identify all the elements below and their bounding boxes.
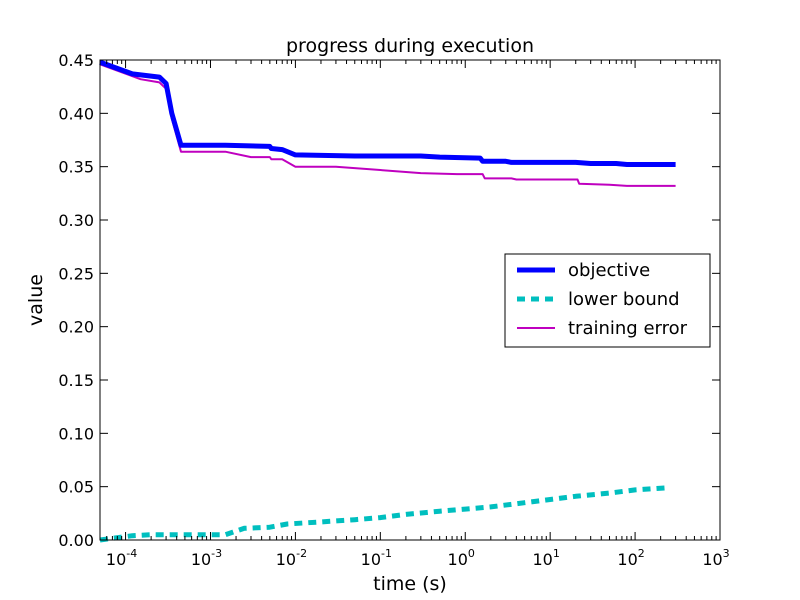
y-tick-label: 0.00	[58, 531, 94, 550]
series-line-objective	[99, 59, 676, 167]
plot-frame	[99, 59, 721, 541]
y-tick-label: 0.05	[58, 478, 94, 497]
y-axis-title: value	[25, 274, 47, 326]
y-tick-label: 0.45	[58, 51, 94, 70]
y-tick-label: 0.40	[58, 104, 94, 123]
y-tick-label: 0.35	[58, 158, 94, 177]
ticks-layer: 10-4 10-3 10-2 10-1 100 101 102 103 0.00 0.05 0.10…	[58, 51, 729, 569]
x-tick-label: 100	[448, 547, 475, 569]
x-tick-label: 101	[532, 547, 559, 569]
legend-label: objective	[568, 260, 650, 281]
series-line-lower-bound	[99, 485, 670, 543]
x-tick-label: 10-1	[361, 547, 392, 569]
legend-label: lower bound	[568, 289, 680, 310]
y-tick-label: 0.25	[58, 264, 94, 283]
chart-title: progress during execution	[286, 35, 534, 57]
x-tick-label: 103	[702, 547, 729, 569]
y-tick-label: 0.15	[58, 371, 94, 390]
x-tick-label: 102	[617, 547, 644, 569]
y-tick-label: 0.20	[58, 318, 94, 337]
x-tick-label: 10-2	[276, 547, 307, 569]
series-layer	[99, 59, 676, 543]
y-tick-label: 0.10	[58, 424, 94, 443]
x-axis-title: time (s)	[373, 573, 447, 595]
series-line-training-error	[99, 63, 676, 187]
legend-label: training error	[568, 318, 688, 339]
x-tick-label: 10-4	[106, 547, 137, 569]
y-tick-label: 0.30	[58, 211, 94, 230]
x-tick-label: 10-3	[191, 547, 222, 569]
legend: objective lower bound training error	[504, 253, 711, 348]
